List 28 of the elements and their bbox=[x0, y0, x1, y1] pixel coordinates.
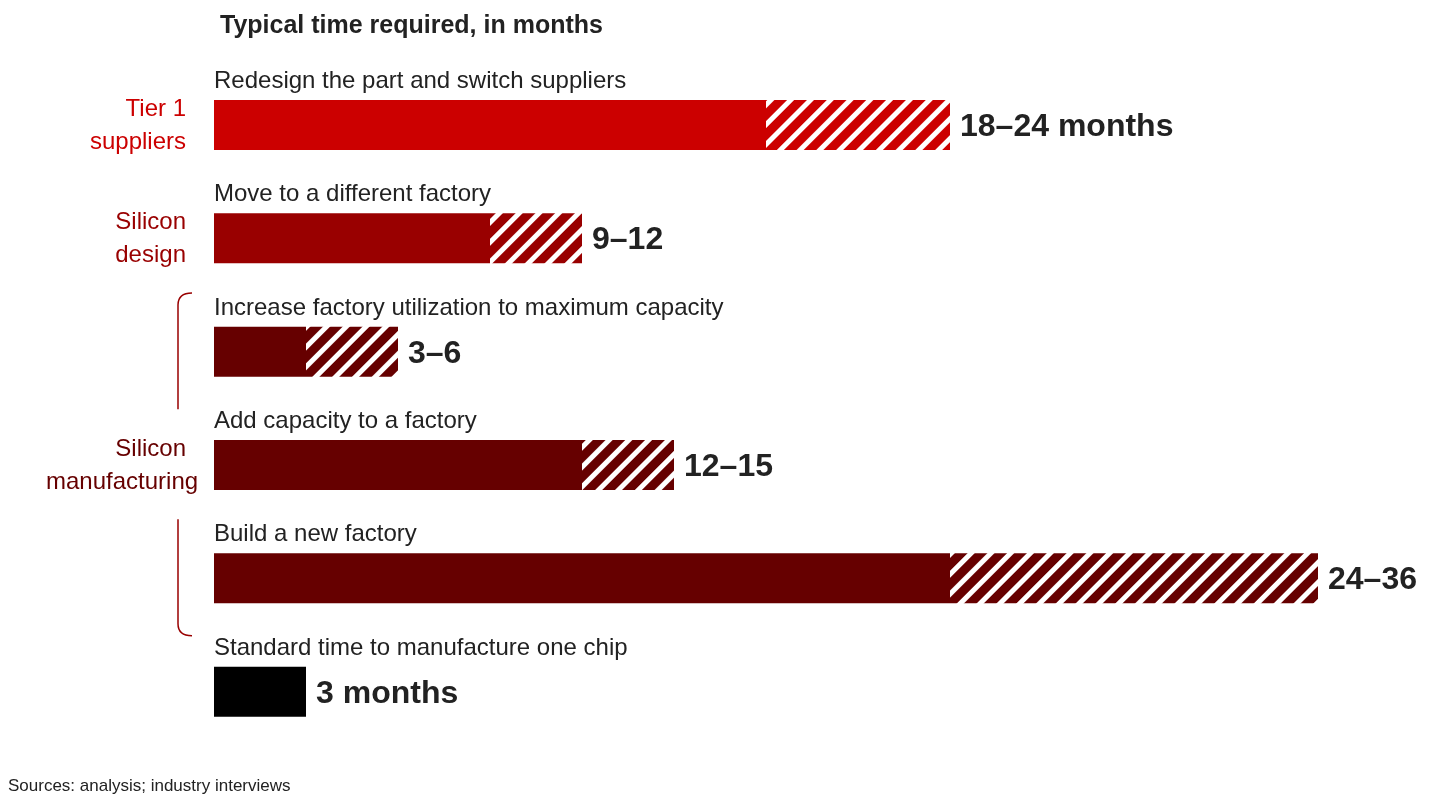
bar bbox=[306, 326, 398, 377]
text: Silicon manufacturing bbox=[46, 432, 199, 496]
chart-title: Typical time required, in months bbox=[220, 10, 603, 39]
y-tick-label: Build a new factory bbox=[214, 519, 417, 547]
bar bbox=[214, 666, 306, 717]
bar bbox=[766, 100, 950, 150]
text: Tier 1 suppliers bbox=[88, 92, 186, 156]
bar bbox=[214, 553, 950, 604]
data-label: 12–15 bbox=[684, 447, 773, 483]
bar bbox=[214, 440, 582, 490]
text: Silicon design bbox=[114, 206, 186, 269]
bar bbox=[214, 100, 766, 150]
bar bbox=[214, 326, 306, 377]
data-label: 24–36 bbox=[1328, 560, 1417, 597]
y-tick-label: Move to a different factory bbox=[214, 179, 492, 207]
y-tick-label: Add capacity to a factory bbox=[214, 406, 477, 433]
data-label: 3–6 bbox=[408, 333, 462, 370]
bar bbox=[490, 213, 582, 264]
bar bbox=[214, 213, 490, 264]
bar bbox=[950, 553, 1318, 604]
data-label: 18–24 months bbox=[960, 107, 1174, 143]
source-note: Sources: analysis; industry interviews bbox=[8, 776, 291, 796]
data-label: 3 months bbox=[316, 673, 459, 710]
bar bbox=[582, 440, 674, 490]
y-tick-label: Redesign the part and switch suppliers bbox=[214, 66, 627, 93]
y-tick-label: Increase factory utilization to maximum capacity bbox=[214, 292, 724, 320]
y-tick-label: Standard time to manufacture one chip bbox=[214, 632, 628, 660]
data-label: 9–12 bbox=[592, 220, 664, 257]
